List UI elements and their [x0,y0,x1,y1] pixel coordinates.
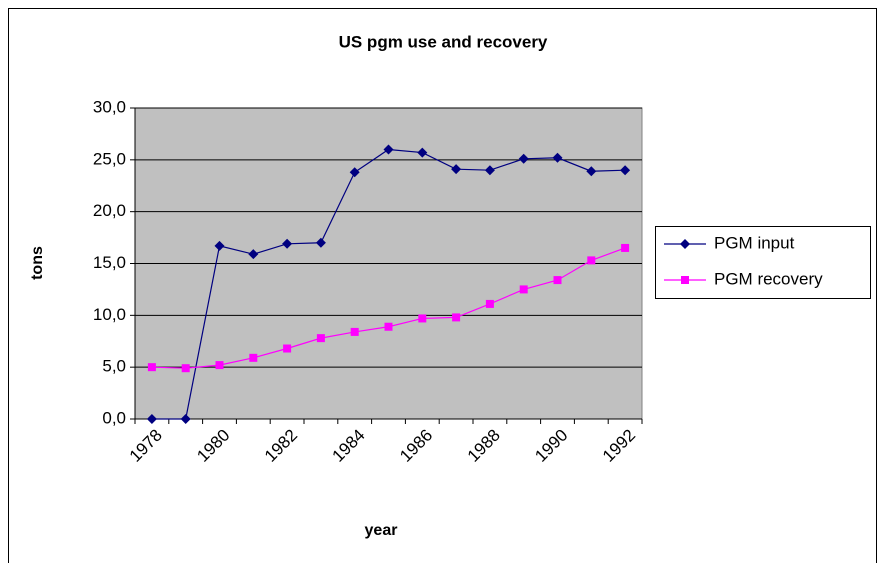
data-point [620,165,631,176]
legend-marker [680,239,690,249]
y-tick-label: 15,0 [93,253,126,272]
data-point [451,164,462,175]
data-point [383,144,394,155]
data-point [215,361,224,370]
y-tick-label: 20,0 [93,201,126,220]
data-point [452,313,461,322]
data-point [282,238,293,249]
data-point [181,364,190,373]
x-axis-label: year [365,522,398,539]
data-point [485,299,494,308]
legend-label: PGM input [714,233,795,252]
data-point [519,285,528,294]
data-point [349,167,360,178]
data-point [384,322,393,331]
y-tick-label: 0,0 [102,408,126,427]
chart-title: US pgm use and recovery [339,32,548,51]
legend-marker [681,276,689,284]
legend [655,226,871,299]
data-point [248,249,259,260]
data-point [518,153,529,164]
legend-label: PGM recovery [714,269,823,288]
y-tick-label: 25,0 [93,149,126,168]
data-point [586,166,597,177]
y-tick-label: 10,0 [93,305,126,324]
data-point [315,237,326,248]
data-point [316,334,325,343]
data-point [147,363,156,372]
y-tick-label: 30,0 [93,97,126,116]
data-point [180,414,191,424]
data-point [283,344,292,353]
y-tick-label: 5,0 [102,357,126,376]
data-point [350,327,359,336]
data-point [621,243,630,252]
data-point [553,276,562,285]
data-point [214,240,225,251]
data-point [552,152,563,163]
data-point [249,353,258,362]
y-axis-label: tons [29,246,46,280]
data-point [146,414,157,424]
data-point [417,147,428,158]
data-point [484,165,495,176]
data-point [418,314,427,323]
data-point [587,256,596,265]
